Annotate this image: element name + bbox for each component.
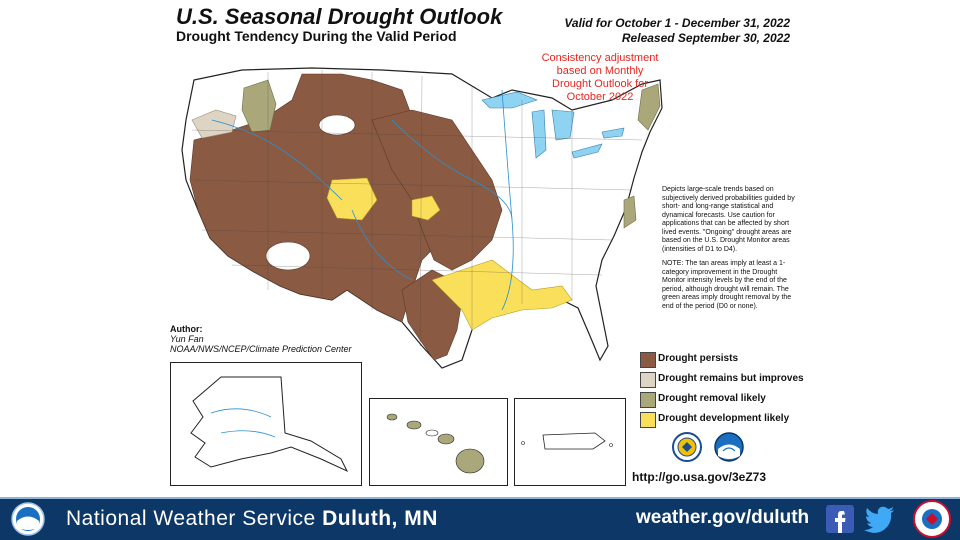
weather-ready-nation-icon — [913, 500, 951, 538]
removal-northeast — [637, 83, 661, 131]
lake-ontario — [601, 127, 625, 139]
office-name: National Weather Service Duluth, MN — [66, 507, 438, 531]
notes-paragraph-2: NOTE: The tan areas imply at least a 1-c… — [662, 260, 792, 310]
noaa-footer-logo-icon — [11, 502, 45, 536]
alaska-map — [190, 376, 349, 473]
notes-paragraph-1: Depicts large-scale trends based on subj… — [662, 186, 795, 253]
annotation-line-3: Drought Outlook for — [552, 78, 648, 90]
commerce-seal-icon — [672, 432, 702, 462]
released-line: Released September 30, 2022 — [621, 31, 790, 45]
hawaii-inset — [369, 398, 508, 486]
twitter-icon[interactable] — [864, 505, 896, 533]
puerto-rico-map — [521, 432, 613, 450]
legend-label-persists: Drought persists — [658, 353, 739, 364]
legend-label-removal: Drought removal likely — [658, 393, 766, 404]
author-name: Yun Fan — [170, 334, 204, 344]
map-subtitle: Drought Tendency During the Valid Period — [176, 28, 457, 44]
legend-label-development: Drought development likely — [658, 413, 790, 424]
legend-swatch-improves — [640, 372, 656, 388]
annotation-line-1: Consistency adjustment — [541, 52, 659, 64]
legend-swatch-development — [640, 412, 656, 428]
footer-banner: National Weather Service Duluth, MN weat… — [0, 497, 960, 540]
lake-superior — [481, 91, 538, 109]
office-city: Duluth, MN — [322, 507, 438, 530]
legend-item-development: Drought development likely — [640, 412, 840, 428]
conus-map — [181, 67, 663, 369]
legend-item-removal: Drought removal likely — [640, 392, 840, 408]
state-lines — [191, 70, 643, 347]
facebook-icon[interactable] — [826, 505, 854, 533]
annotation-line-2: based on Monthly — [556, 65, 644, 77]
office-website[interactable]: weather.gov/duluth — [636, 507, 810, 528]
lake-michigan — [531, 109, 547, 159]
rivers — [211, 89, 514, 311]
author-heading: Author: — [170, 324, 203, 334]
legend-item-improves: Drought remains but improves — [640, 372, 840, 388]
legend-swatch-removal — [640, 392, 656, 408]
white-area-southwest — [265, 241, 311, 271]
map-title: U.S. Seasonal Drought Outlook — [176, 4, 503, 29]
valid-line: Valid for October 1 - December 31, 2022 — [564, 16, 790, 30]
legend-label-improves: Drought remains but improves — [658, 373, 804, 384]
outlook-notes: Depicts large-scale trends based on subj… — [662, 186, 800, 317]
office-prefix: National Weather Service — [66, 507, 316, 530]
lake-huron — [551, 109, 575, 141]
removal-midatlantic — [623, 195, 637, 229]
author-org: NOAA/NWS/NCEP/Climate Prediction Center — [170, 344, 352, 354]
alaska-inset — [170, 362, 362, 486]
puerto-rico-inset — [514, 398, 626, 486]
lake-erie — [571, 143, 603, 159]
legend-item-persists: Drought persists — [640, 352, 840, 368]
development-plains — [326, 177, 378, 221]
consistency-annotation: Consistency adjustment based on Monthly … — [530, 52, 670, 104]
author-block: Author: Yun Fan NOAA/NWS/NCEP/Climate Pr… — [170, 324, 352, 354]
development-midwest — [411, 195, 441, 221]
outlook-link[interactable]: http://go.usa.gov/3eZ73 — [632, 470, 767, 484]
hawaii-map — [386, 413, 485, 474]
footer-stripe — [0, 497, 960, 499]
valid-period: Valid for October 1 - December 31, 2022 … — [564, 16, 790, 46]
annotation-line-4: October 2022 — [566, 91, 634, 103]
noaa-logo-icon — [714, 432, 744, 462]
improves-northwest — [191, 109, 237, 139]
legend-swatch-persists — [640, 352, 656, 368]
white-area-montana — [318, 114, 356, 136]
